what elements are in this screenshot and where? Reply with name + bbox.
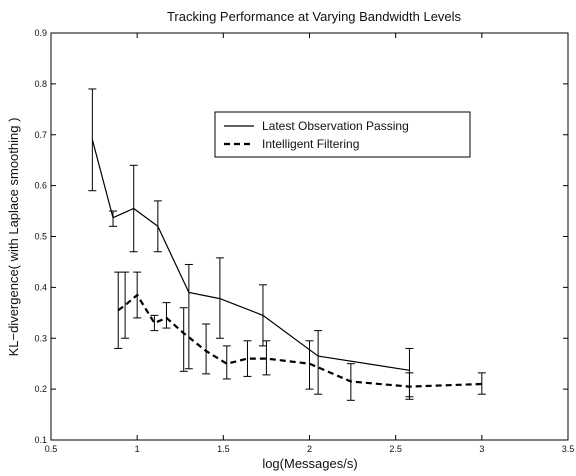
legend-box	[214, 111, 471, 158]
legend-label-latest-observation-passing: Latest Observation Passing	[262, 119, 409, 133]
y-tick-label: 0.7	[34, 130, 47, 140]
chart-title: Tracking Performance at Varying Bandwidt…	[167, 9, 462, 24]
x-tick-label: 3.5	[562, 444, 575, 454]
x-axis-label: log(Messages/s)	[262, 456, 357, 471]
x-tick-label: 0.5	[45, 444, 58, 454]
y-tick-label: 0.1	[34, 435, 47, 445]
series-layer	[88, 88, 486, 401]
x-tick-label: 3	[479, 444, 484, 454]
series-line-intelligent-filtering	[117, 293, 482, 388]
y-tick-label: 0.4	[34, 282, 47, 292]
legend-label-intelligent-filtering: Intelligent Filtering	[262, 137, 359, 151]
y-tick-label: 0.8	[34, 79, 47, 89]
y-axis: 0.1 0.2 0.3 0.4 0.5 0.6 0.7 0.8 0.9	[34, 28, 568, 445]
x-tick-label: 2.5	[389, 444, 402, 454]
series-line-latest-observation-passing	[91, 139, 410, 371]
x-axis: 0.5 1 1.5 2 2.5 3 3.5	[45, 33, 575, 454]
legend: Latest Observation Passing Intelligent F…	[214, 111, 471, 158]
y-tick-label: 0.5	[34, 232, 47, 242]
y-tick-label: 0.3	[34, 333, 47, 343]
x-tick-label: 2	[307, 444, 312, 454]
y-tick-label: 0.6	[34, 181, 47, 191]
y-axis-label: KL−divergence( with Laplace smoothing )	[6, 118, 21, 357]
x-tick-label: 1	[135, 444, 140, 454]
y-tick-label: 0.2	[34, 384, 47, 394]
y-tick-label: 0.9	[34, 28, 47, 38]
x-tick-label: 1.5	[217, 444, 230, 454]
